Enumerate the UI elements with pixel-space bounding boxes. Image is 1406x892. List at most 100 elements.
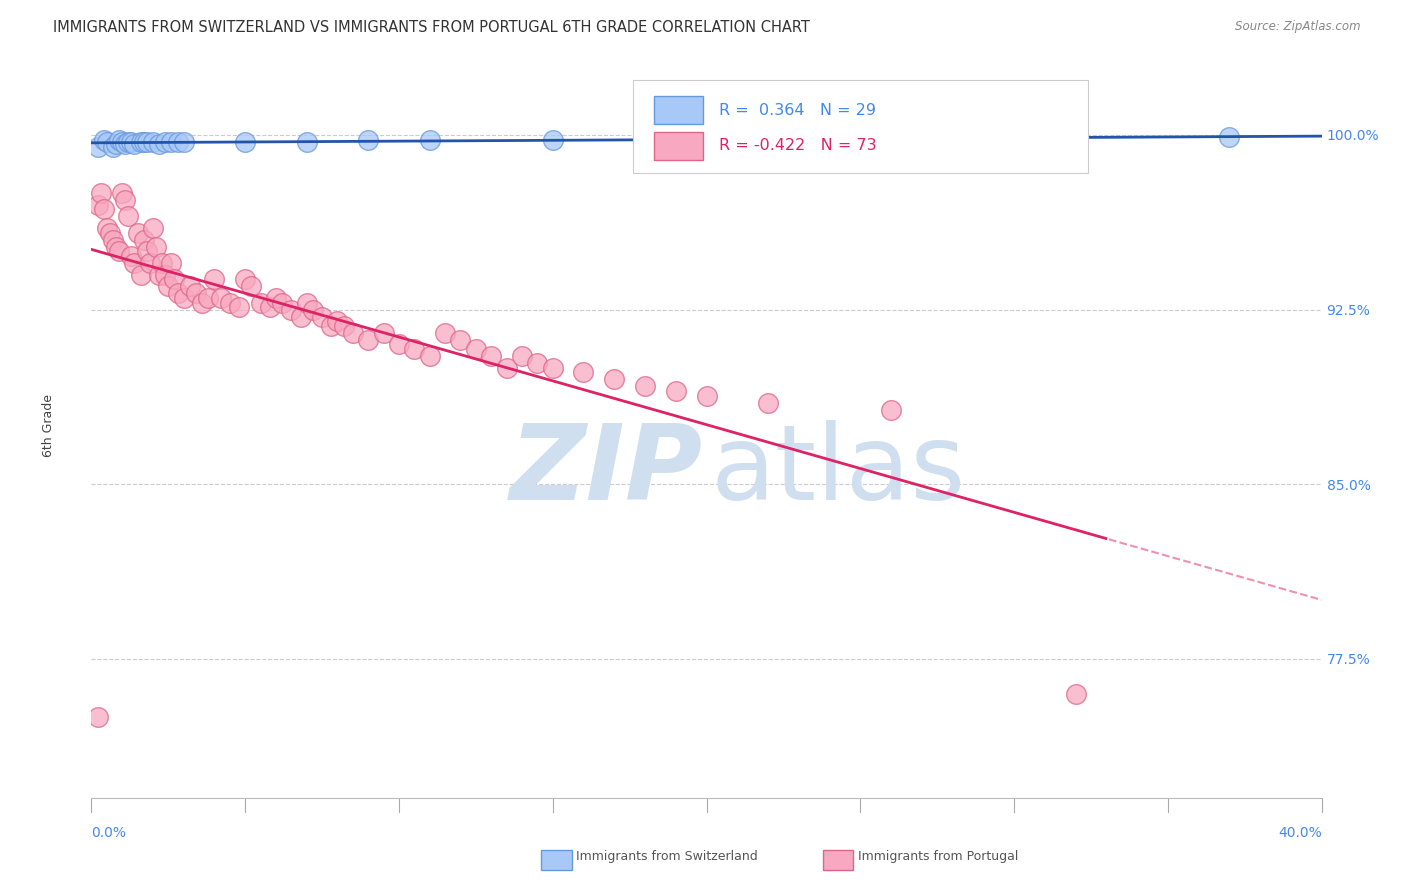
- Point: [332, 318, 354, 333]
- Point: [1218, 130, 1240, 145]
- Point: [166, 135, 188, 149]
- Point: [93, 202, 115, 217]
- Point: [148, 268, 170, 282]
- Point: [541, 360, 564, 375]
- Point: [163, 272, 186, 286]
- Point: [86, 198, 108, 212]
- Point: [295, 295, 318, 310]
- Point: [696, 389, 718, 403]
- Text: 6th Grade: 6th Grade: [42, 394, 55, 458]
- Point: [135, 244, 157, 259]
- Point: [357, 333, 380, 347]
- Point: [111, 135, 134, 149]
- Point: [434, 326, 457, 340]
- Point: [264, 291, 287, 305]
- Point: [153, 135, 177, 149]
- Point: [280, 302, 302, 317]
- Point: [160, 135, 183, 149]
- Point: [295, 135, 318, 149]
- Point: [96, 221, 118, 235]
- Point: [124, 256, 146, 270]
- Point: [120, 249, 142, 263]
- Point: [818, 133, 841, 147]
- Point: [142, 135, 165, 149]
- Point: [86, 139, 108, 153]
- Point: [233, 135, 256, 149]
- Point: [173, 291, 195, 305]
- Point: [191, 295, 214, 310]
- Point: [603, 372, 626, 386]
- Point: [634, 379, 657, 393]
- Text: Immigrants from Portugal: Immigrants from Portugal: [858, 850, 1018, 863]
- Point: [357, 133, 380, 147]
- Point: [127, 226, 149, 240]
- Point: [135, 135, 157, 149]
- Text: IMMIGRANTS FROM SWITZERLAND VS IMMIGRANTS FROM PORTUGAL 6TH GRADE CORRELATION CH: IMMIGRANTS FROM SWITZERLAND VS IMMIGRANT…: [53, 20, 810, 35]
- Point: [541, 133, 564, 147]
- Point: [665, 384, 688, 398]
- Point: [108, 244, 131, 259]
- Point: [388, 337, 411, 351]
- Point: [495, 360, 517, 375]
- Point: [160, 256, 183, 270]
- Point: [114, 137, 136, 152]
- Text: ZIP: ZIP: [510, 419, 703, 522]
- Point: [342, 326, 364, 340]
- Point: [173, 135, 195, 149]
- Point: [157, 279, 180, 293]
- Text: R =  0.364   N = 29: R = 0.364 N = 29: [718, 103, 876, 118]
- Point: [756, 395, 779, 409]
- Point: [105, 240, 127, 254]
- Point: [90, 186, 112, 201]
- Point: [202, 272, 225, 286]
- Point: [98, 226, 121, 240]
- Point: [105, 137, 127, 152]
- Point: [209, 291, 232, 305]
- Point: [184, 286, 207, 301]
- Point: [197, 291, 219, 305]
- Text: 0.0%: 0.0%: [91, 826, 127, 839]
- Point: [117, 210, 139, 224]
- Point: [301, 302, 323, 317]
- Point: [464, 342, 486, 356]
- Point: [233, 272, 256, 286]
- Point: [373, 326, 395, 340]
- Point: [479, 349, 502, 363]
- Point: [271, 295, 294, 310]
- Point: [228, 300, 250, 314]
- Point: [150, 256, 173, 270]
- Text: atlas: atlas: [710, 419, 966, 522]
- Text: R = -0.422   N = 73: R = -0.422 N = 73: [718, 138, 876, 153]
- Point: [148, 137, 170, 152]
- Point: [132, 135, 155, 149]
- Text: 40.0%: 40.0%: [1278, 826, 1322, 839]
- Point: [96, 135, 118, 149]
- Point: [145, 240, 167, 254]
- Point: [114, 193, 136, 207]
- Point: [179, 279, 201, 293]
- Bar: [654, 96, 703, 124]
- Point: [259, 300, 281, 314]
- Point: [419, 349, 441, 363]
- Point: [311, 310, 333, 324]
- Point: [93, 133, 115, 147]
- Point: [101, 139, 124, 153]
- Point: [1033, 130, 1056, 145]
- Text: Immigrants from Switzerland: Immigrants from Switzerland: [576, 850, 758, 863]
- Point: [526, 356, 548, 370]
- Point: [111, 186, 134, 201]
- Point: [142, 221, 165, 235]
- Point: [124, 137, 146, 152]
- Point: [129, 268, 152, 282]
- Point: [1064, 687, 1087, 701]
- Point: [449, 333, 471, 347]
- Point: [404, 342, 426, 356]
- Bar: [654, 132, 703, 160]
- Point: [326, 314, 349, 328]
- Point: [117, 135, 139, 149]
- Point: [218, 295, 240, 310]
- Point: [166, 286, 188, 301]
- Point: [129, 135, 152, 149]
- Point: [108, 133, 131, 147]
- Text: Source: ZipAtlas.com: Source: ZipAtlas.com: [1236, 20, 1361, 33]
